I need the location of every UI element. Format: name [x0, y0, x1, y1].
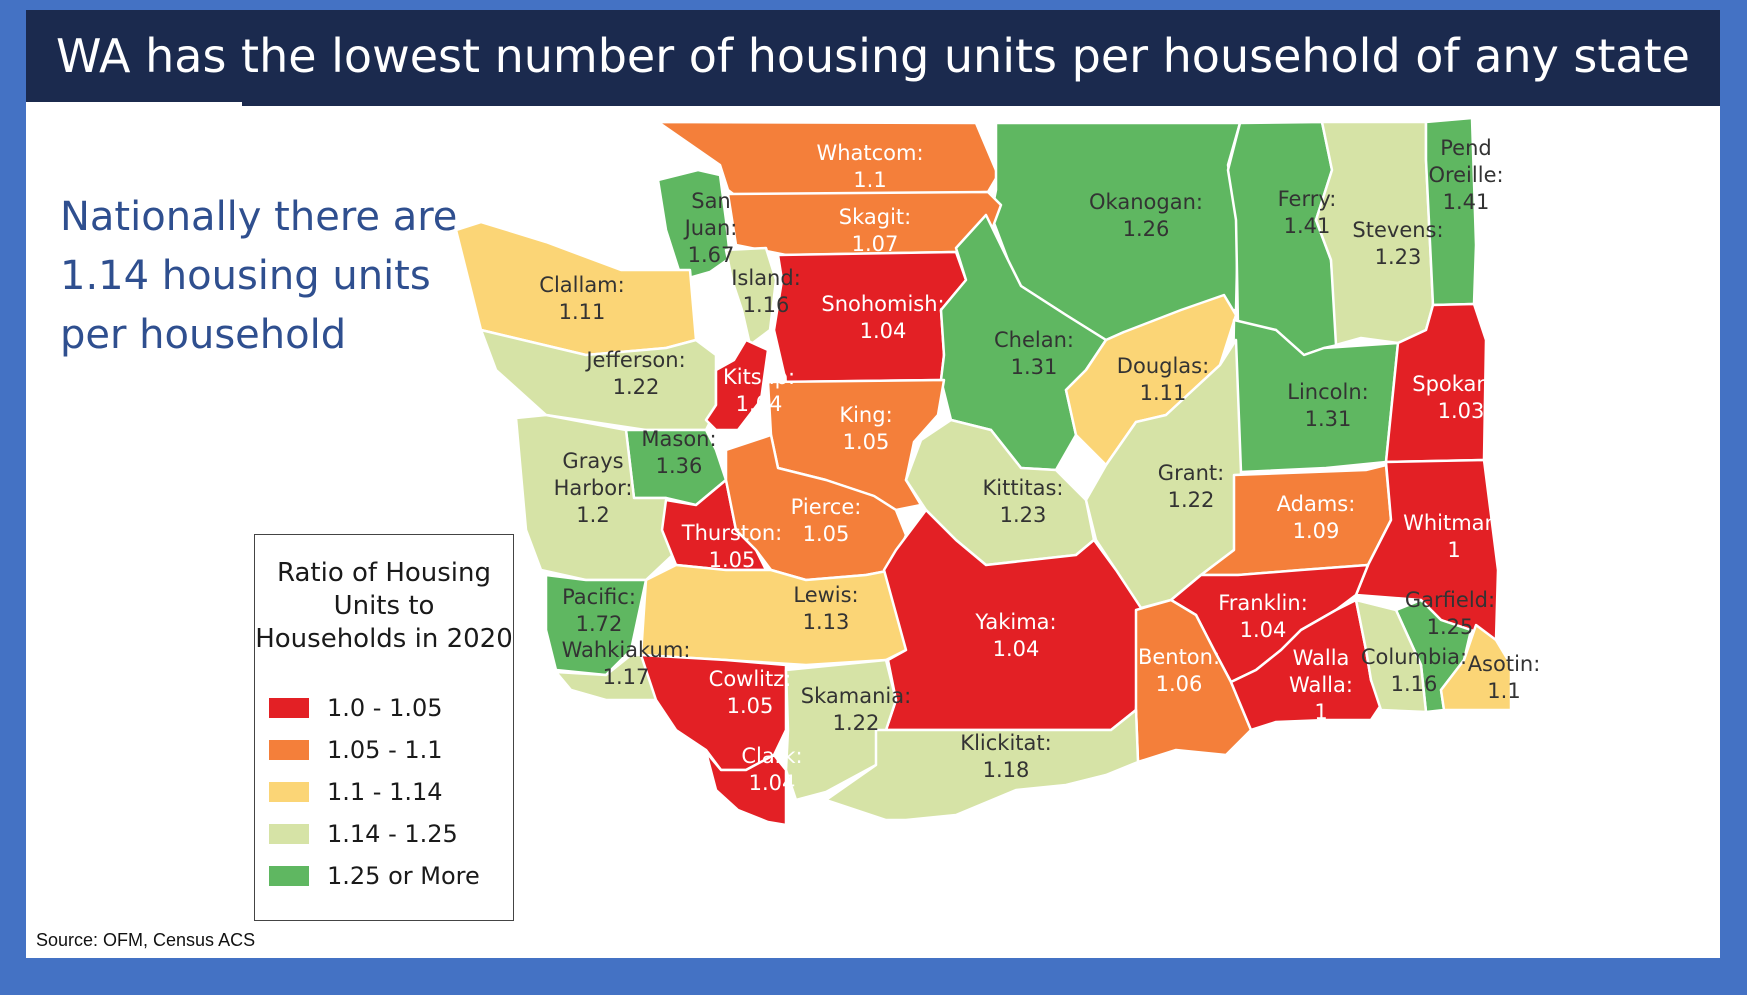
county-label: Skagit: 1.07	[839, 205, 911, 256]
county-label: Benton: 1.06	[1138, 645, 1220, 696]
slide-frame: WA has the lowest number of housing unit…	[26, 10, 1720, 958]
county-shape	[704, 338, 770, 432]
county-label: Grays Harbor: 1.2	[554, 449, 633, 527]
county-label: Kittitas: 1.23	[982, 476, 1063, 527]
county-label: Ferry: 1.41	[1278, 187, 1337, 238]
county-kitsap	[704, 338, 770, 432]
county-label: Island: 1.16	[731, 266, 801, 317]
county-thurston	[660, 478, 768, 572]
county-label: Clallam: 1.11	[539, 273, 624, 324]
county-label: Lincoln: 1.31	[1287, 380, 1368, 431]
county-label: Chelan: 1.31	[994, 328, 1074, 379]
county-label: Grant: 1.22	[1158, 461, 1224, 512]
washington-county-map: San Juan: 1.67 Whatcom: 1.1 Okanogan: 1.26 Ferr…	[454, 116, 1541, 827]
county-label: Thurston: 1.05	[681, 521, 783, 572]
county-label: Cowlitz: 1.05	[709, 667, 792, 718]
legend-swatch	[269, 698, 309, 718]
county-clark	[704, 750, 788, 827]
legend-label: 1.0 - 1.05	[327, 694, 443, 722]
source-note: Source: OFM, Census ACS	[36, 930, 256, 950]
legend-swatch	[269, 824, 309, 844]
county-label: Wahkiakum: 1.17	[562, 638, 691, 689]
county-asotin	[1439, 623, 1513, 712]
county-skamania	[784, 658, 898, 802]
county-label: San Juan: 1.67	[683, 189, 738, 267]
county-label: Douglas: 1.11	[1117, 354, 1209, 405]
county-label: Spokane: 1.03	[1412, 372, 1509, 423]
county-shape	[772, 250, 968, 384]
county-label: Asotin: 1.1	[1468, 652, 1541, 703]
county-label: Okanogan: 1.26	[1089, 190, 1203, 241]
national-average-callout: Nationally there are 1.14 housing units …	[60, 194, 458, 358]
county-label: Pierce: 1.05	[791, 495, 862, 546]
county-label: Adams: 1.09	[1277, 492, 1356, 543]
slide-title: WA has the lowest number of housing unit…	[26, 10, 1720, 102]
county-shape	[544, 573, 648, 677]
county-shape	[1439, 623, 1513, 712]
county-shape	[784, 658, 898, 802]
county-label: Mason: 1.36	[641, 427, 716, 478]
county-label: Garfield: 1.25	[1405, 588, 1495, 639]
county-label: Clark: 1.04	[741, 744, 802, 795]
county-label: Jefferson: 1.22	[584, 348, 685, 399]
legend-swatch	[269, 740, 309, 760]
county-shape	[660, 478, 768, 572]
county-label: Franklin: 1.04	[1218, 591, 1308, 642]
county-label: King: 1.05	[839, 403, 892, 454]
county-shape	[724, 246, 778, 347]
county-label: Whatcom: 1.1	[816, 141, 923, 192]
county-label: Yakima: 1.04	[974, 610, 1056, 661]
county-shape	[824, 708, 1140, 822]
county-shape	[704, 750, 788, 827]
county-label: Skamania: 1.22	[801, 684, 911, 735]
county-snohomish	[772, 250, 968, 384]
legend-label: 1.25 or More	[327, 862, 480, 890]
legend-label: 1.1 - 1.14	[327, 778, 443, 806]
county-label: Whitman: 1	[1403, 511, 1505, 562]
legend-label: 1.14 - 1.25	[327, 820, 458, 848]
county-label: Lewis: 1.13	[793, 583, 858, 634]
county-ferry	[1226, 120, 1340, 357]
county-label: Columbia: 1.16	[1361, 645, 1467, 696]
legend-swatch	[269, 782, 309, 802]
county-label: Kitsap: 1.04	[723, 365, 795, 416]
county-shape	[1226, 120, 1340, 357]
county-label: Snohomish: 1.04	[821, 292, 944, 343]
title-divider	[242, 102, 1720, 106]
county-label: Pend Oreille: 1.41	[1428, 136, 1503, 214]
county-label: Klickitat: 1.18	[960, 731, 1051, 782]
county-shape	[1354, 598, 1428, 714]
county-label: Stevens: 1.23	[1352, 218, 1443, 269]
county-label: Pacific: 1.72	[562, 585, 636, 636]
legend-label: 1.05 - 1.1	[327, 736, 443, 764]
map-legend: Ratio of Housing Units to Households in …	[254, 534, 514, 921]
county-columbia	[1354, 598, 1428, 714]
county-label: Walla Walla: 1	[1289, 646, 1353, 724]
county-klickitat	[824, 708, 1140, 822]
legend-title: Ratio of Housing Units to Households in …	[255, 558, 513, 654]
county-island	[724, 246, 778, 347]
county-pacific	[544, 573, 648, 677]
legend-swatch	[269, 866, 309, 886]
